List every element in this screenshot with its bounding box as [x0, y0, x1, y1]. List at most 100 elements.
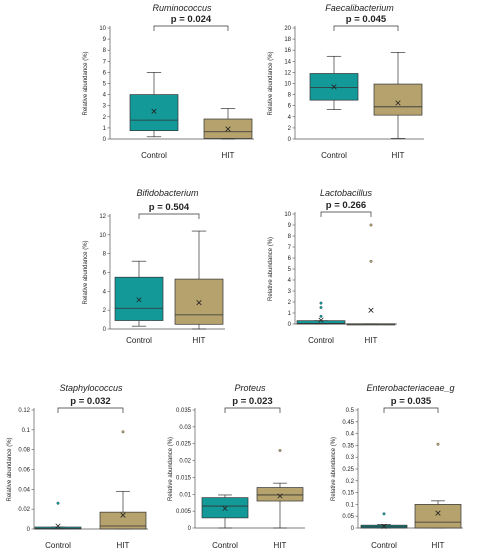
x-category-label: Control [212, 541, 238, 550]
y-tick-label: 12 [99, 214, 106, 220]
mean-marker [331, 84, 337, 90]
y-tick-label: 6 [288, 104, 292, 110]
y-tick-label: 1 [288, 311, 292, 317]
mean-marker [136, 297, 142, 303]
significance-bracket [153, 25, 229, 31]
box-control [114, 276, 164, 321]
y-tick-label: 0.01 [179, 492, 191, 498]
p-value-label: p = 0.024 [171, 14, 212, 25]
y-tick-label: 3 [103, 104, 107, 110]
y-tick-label: 0.035 [176, 408, 192, 414]
y-tick-label: 7 [103, 59, 107, 65]
p-value-label: p = 0.045 [346, 14, 387, 25]
p-value-label: p = 0.032 [70, 396, 110, 407]
chart-panel-4: Lactobacillus p = 0.266 0 1 2 3 4 5 6 7 8 9 10 Relati… [268, 188, 397, 345]
y-tick-label: 0.2 [346, 479, 355, 485]
p-value-label: p = 0.266 [326, 200, 366, 211]
box-hit [174, 278, 224, 325]
mean-marker [435, 510, 441, 516]
outlier-point [278, 449, 282, 452]
mean-marker [120, 512, 126, 518]
outlier-point [382, 512, 386, 516]
box-hit [256, 487, 304, 502]
y-tick-label: 8 [103, 252, 107, 258]
box-control [201, 497, 249, 519]
chart-panel-6: Proteus p = 0.023 0 0.005 0.01 0.015 0.02 0.025… [168, 383, 305, 550]
significance-bracket [333, 25, 399, 31]
outlier-point [369, 259, 373, 263]
y-tick-label: 0.05 [342, 514, 354, 520]
y-tick-label: 0 [288, 137, 292, 143]
p-value-label: p = 0.023 [232, 396, 272, 407]
outlier-point [56, 501, 60, 505]
significance-bracket [138, 213, 200, 219]
box-hit [414, 504, 462, 529]
y-tick-label: 0.4 [346, 432, 355, 438]
y-tick-label: 20 [284, 26, 291, 32]
box-hit [373, 83, 423, 116]
mean-marker [222, 505, 228, 512]
mean-marker [368, 307, 374, 313]
y-tick-label: 7 [288, 245, 292, 251]
y-axis-label: Relative abundance (%) [83, 240, 89, 304]
x-category-label: Control [141, 151, 167, 160]
y-tick-label: 0.025 [176, 442, 192, 448]
chart-title: Faecalibacterium [325, 3, 394, 13]
outlier-point [436, 442, 440, 446]
y-axis-label: Relative abundance (%) [331, 437, 337, 501]
mean-marker [318, 317, 324, 323]
y-tick-label: 0.25 [342, 467, 354, 473]
mean-marker [381, 523, 387, 529]
y-tick-label: 0 [351, 526, 355, 532]
outlier-point [369, 223, 373, 227]
mean-marker [196, 300, 202, 306]
y-tick-label: 0.06 [18, 468, 30, 474]
y-tick-label: 4 [288, 115, 292, 121]
outlier-point [121, 430, 125, 434]
y-tick-label: 0 [103, 327, 107, 333]
y-tick-label: 10 [284, 82, 291, 88]
x-category-label: Control [371, 541, 397, 550]
y-tick-label: 0.15 [342, 491, 354, 497]
y-tick-label: 0.005 [176, 509, 192, 515]
y-tick-label: 4 [103, 289, 107, 295]
y-tick-label: 10 [99, 26, 106, 32]
y-tick-label: 0.02 [179, 459, 191, 465]
x-category-label: HIT [274, 541, 287, 550]
y-tick-label: 0.1 [22, 428, 31, 434]
y-tick-label: 2 [103, 308, 107, 314]
y-tick-label: 0.015 [176, 475, 192, 481]
y-tick-label: 4 [103, 93, 107, 99]
chart-title: Lactobacillus [320, 188, 373, 198]
significance-bracket [383, 407, 439, 413]
y-tick-label: 3 [288, 289, 292, 295]
mean-marker [151, 108, 157, 114]
mean-marker [395, 100, 401, 106]
y-tick-label: 0.02 [18, 507, 30, 513]
significance-bracket [224, 407, 281, 413]
y-tick-label: 0.04 [18, 487, 30, 493]
y-tick-label: 0.08 [18, 448, 30, 454]
p-value-label: p = 0.504 [149, 202, 190, 213]
y-tick-label: 5 [103, 82, 107, 88]
x-category-label: Control [308, 336, 334, 345]
chart-panel-3: Bifidobacterium p = 0.504 0 2 4 6 8 10 12 Relativ… [83, 188, 225, 345]
y-tick-label: 0 [27, 527, 31, 533]
box-control [129, 94, 179, 132]
y-tick-label: 12 [284, 70, 291, 76]
y-axis-label: Relative abundance (%) [168, 437, 174, 501]
mean-marker [225, 126, 231, 132]
significance-bracket [320, 211, 372, 217]
chart-panel-7: Enterobacteriaceae_gp = 0.035 0 0.05 0.1 0.1… [331, 383, 463, 550]
y-tick-label: 5 [288, 267, 292, 273]
box-control [34, 526, 82, 530]
y-tick-label: 6 [288, 256, 292, 262]
x-category-label: Control [126, 336, 152, 345]
chart-title: Proteus [234, 383, 266, 393]
y-tick-label: 0.12 [18, 408, 30, 414]
y-tick-label: 2 [288, 126, 292, 132]
y-tick-label: 0.35 [342, 443, 354, 449]
x-category-label: HIT [432, 541, 445, 550]
box-hit [99, 511, 147, 530]
